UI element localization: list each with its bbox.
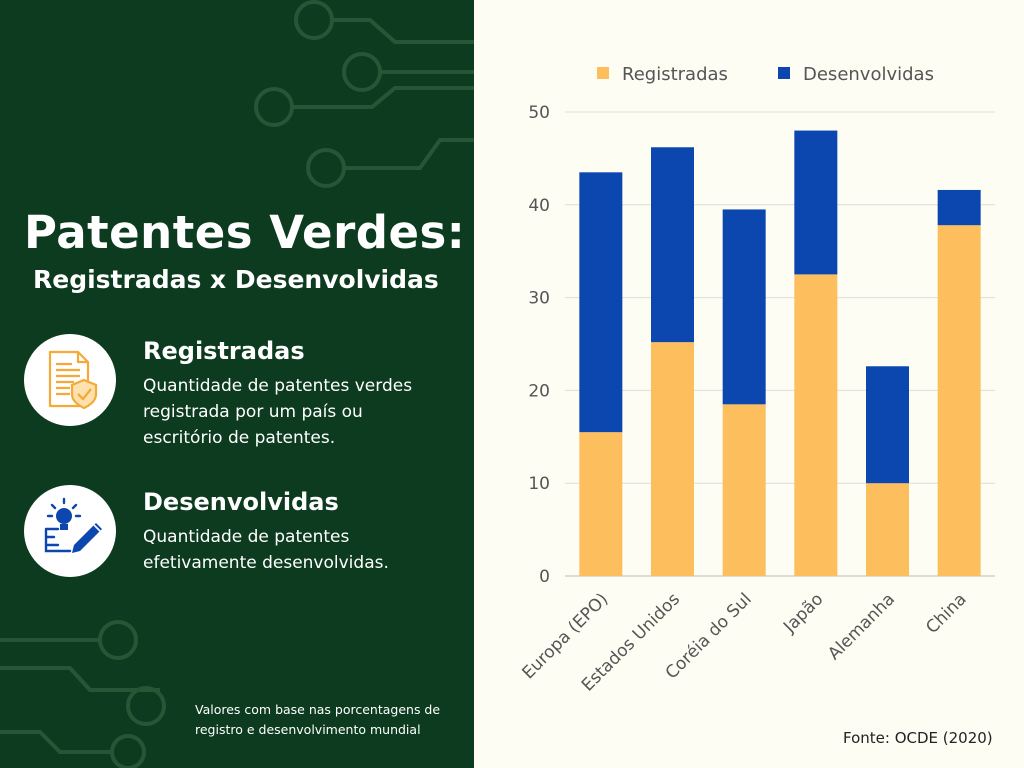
x-category-label: China [922,589,970,637]
description-line: registrada por um país ou [143,402,363,422]
left-panel: Patentes Verdes: Registradas x Desenvolv… [0,0,474,768]
bar-desenvolvidas [579,172,623,433]
desenvolvidas-description: Quantidade de patentes efetivamente dese… [143,524,443,576]
lightbulb-pencil-icon [44,497,102,553]
bar-registradas [722,404,766,576]
bar-registradas [579,432,623,576]
bar-registradas [937,225,981,576]
page-subtitle: Registradas x Desenvolvidas [33,265,439,294]
bar-registradas [651,342,694,576]
y-tick-label: 30 [528,289,550,309]
bar-desenvolvidas [651,147,694,343]
y-tick-label: 50 [528,103,550,123]
registradas-description: Quantidade de patentes verdes registrada… [143,373,443,451]
registradas-icon-circle [24,334,116,426]
footnote-line: registro e desenvolvimento mundial [195,722,421,737]
bar-desenvolvidas [794,130,838,275]
description-line: Quantidade de patentes [143,527,350,547]
bar-desenvolvidas [937,189,981,226]
registradas-title: Registradas [143,337,305,365]
legend-label: Registradas [622,64,728,85]
desenvolvidas-title: Desenvolvidas [143,488,339,516]
bar-registradas [794,274,838,576]
description-line: Quantidade de patentes verdes [143,376,413,396]
y-tick-label: 20 [528,381,550,401]
footnote-line: Valores com base nas porcentagens de [195,702,441,717]
footnote: Valores com base nas porcentagens de reg… [195,700,460,740]
source-note: Fonte: OCDE (2020) [843,729,993,747]
legend-swatch [597,67,609,79]
bar-desenvolvidas [722,209,766,405]
patent-document-shield-icon [48,350,98,410]
bar-registradas [866,483,909,576]
description-line: escritório de patentes. [143,428,336,448]
desenvolvidas-icon-circle [24,485,116,577]
y-tick-label: 40 [528,196,550,216]
legend-swatch [778,67,790,79]
description-line: efetivamente desenvolvidas. [143,553,389,573]
x-category-label: Alemanha [824,589,899,664]
legend-label: Desenvolvidas [803,64,934,85]
y-tick-label: 0 [539,567,550,587]
x-category-label: Japão [779,589,827,637]
bar-desenvolvidas [866,366,909,484]
page-title: Patentes Verdes: [24,206,466,259]
y-tick-label: 10 [528,474,550,494]
circuit-decoration [0,0,474,768]
